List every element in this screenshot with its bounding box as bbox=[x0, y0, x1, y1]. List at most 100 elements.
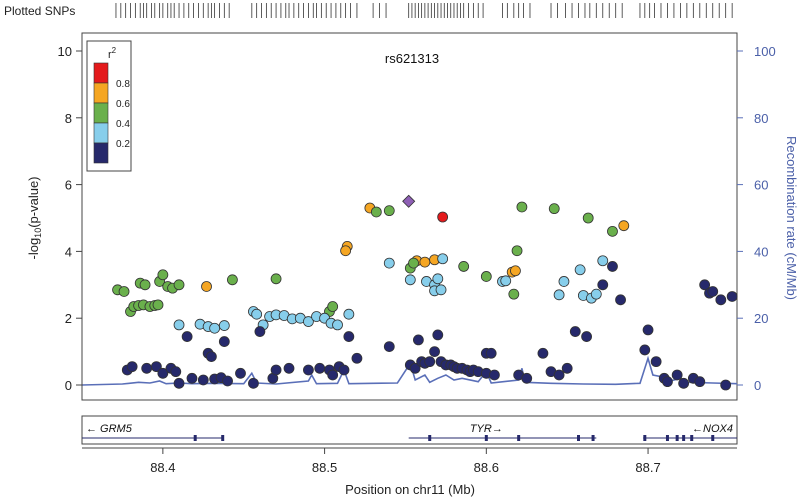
snp-point bbox=[662, 376, 673, 388]
snp-point bbox=[485, 347, 497, 359]
legend-label: 0.4 bbox=[116, 119, 130, 130]
snp-point bbox=[582, 212, 594, 224]
snp-point bbox=[152, 299, 164, 311]
snp-point bbox=[173, 319, 185, 331]
y-tick-label-right: 60 bbox=[754, 178, 768, 193]
snp-point bbox=[607, 225, 618, 237]
snp-point bbox=[303, 364, 314, 376]
snp-point bbox=[248, 377, 259, 389]
snp-point bbox=[581, 331, 592, 342]
snp-point bbox=[170, 366, 182, 378]
x-tick-label: 88.6 bbox=[474, 460, 499, 475]
snp-point bbox=[699, 279, 711, 291]
y-tick-label-left: 8 bbox=[65, 111, 72, 126]
snp-point bbox=[639, 344, 651, 356]
snp-point bbox=[412, 334, 424, 346]
legend-swatch bbox=[93, 102, 109, 124]
snp-point bbox=[157, 269, 169, 281]
right-axis-ticks: 0 20 40 60 80 100 bbox=[737, 44, 776, 393]
snp-point bbox=[424, 356, 436, 368]
x-axis-label: Position on chr11 (Mb) bbox=[345, 482, 475, 497]
x-tick-label: 88.5 bbox=[312, 460, 337, 475]
gene-exon bbox=[484, 435, 488, 441]
snp-point bbox=[235, 367, 246, 379]
snp-point bbox=[726, 291, 738, 302]
gene-exon bbox=[428, 435, 432, 441]
snp-point bbox=[186, 372, 198, 384]
snp-point bbox=[650, 356, 662, 368]
snp-point bbox=[607, 261, 618, 272]
snp-point bbox=[618, 220, 630, 232]
snp-point bbox=[489, 369, 500, 381]
snp-point bbox=[338, 364, 350, 376]
y-tick-label-left: 4 bbox=[65, 244, 72, 259]
snp-point bbox=[370, 206, 382, 218]
gene-label: ← GRM5 bbox=[86, 423, 133, 435]
snp-point bbox=[569, 326, 581, 337]
snp-point bbox=[678, 377, 690, 389]
snp-point bbox=[383, 205, 395, 217]
snp-point bbox=[383, 257, 395, 269]
snp-point bbox=[314, 362, 326, 374]
gene-exon bbox=[517, 435, 521, 441]
gene-exon bbox=[675, 435, 679, 441]
snp-point bbox=[150, 361, 162, 373]
legend-swatch bbox=[93, 82, 109, 104]
x-tick-label: 88.4 bbox=[150, 460, 175, 475]
legend-label: 0.6 bbox=[116, 99, 130, 110]
snp-point bbox=[173, 279, 185, 291]
snp-point bbox=[205, 351, 217, 363]
gene-exon bbox=[643, 435, 647, 441]
snp-point bbox=[118, 286, 130, 297]
snp-point bbox=[597, 255, 609, 267]
snp-point bbox=[720, 379, 732, 391]
snp-point bbox=[327, 369, 339, 381]
gene-exon bbox=[711, 435, 715, 441]
snp-point bbox=[516, 201, 528, 213]
snp-point bbox=[671, 369, 683, 381]
snp-point bbox=[508, 288, 520, 300]
snp-point bbox=[537, 347, 549, 359]
snp-point bbox=[327, 301, 339, 312]
snp-point bbox=[157, 367, 169, 379]
gene-exon bbox=[591, 435, 595, 441]
y-tick-label-right: 0 bbox=[754, 378, 761, 393]
legend-swatch bbox=[93, 62, 109, 84]
snp-point bbox=[227, 274, 238, 286]
gene-track: ← GRM5 TYR→ ←NOX4 bbox=[82, 423, 737, 441]
y-axis-label-left: -log10(p-value) bbox=[26, 177, 43, 260]
gene-label: TYR→ bbox=[470, 423, 503, 435]
gene-exon bbox=[690, 435, 694, 441]
y-tick-label-left: 10 bbox=[58, 44, 72, 59]
x-axis-ticks: 88.4 88.5 88.6 88.7 bbox=[150, 448, 661, 475]
snp-point bbox=[270, 273, 282, 285]
x-tick-label: 88.7 bbox=[635, 460, 660, 475]
snp-point bbox=[642, 324, 654, 336]
left-axis-ticks: 0 2 4 6 8 10 bbox=[58, 33, 83, 400]
snp-point bbox=[332, 319, 343, 331]
snp-point bbox=[553, 289, 565, 301]
y-tick-label-right: 80 bbox=[754, 111, 768, 126]
snp-point bbox=[209, 322, 221, 334]
snp-point bbox=[561, 362, 573, 374]
y-tick-label-right: 20 bbox=[754, 311, 768, 326]
lead-snp-diamond bbox=[402, 194, 416, 208]
y-tick-label-left: 2 bbox=[65, 311, 72, 326]
snp-point bbox=[343, 331, 355, 342]
snp-point bbox=[574, 264, 586, 276]
snp-point bbox=[141, 362, 153, 374]
snp-point bbox=[218, 336, 230, 347]
snp-point bbox=[432, 273, 444, 285]
snp-point bbox=[590, 288, 602, 300]
legend-label: 0.8 bbox=[116, 79, 130, 90]
snp-point bbox=[340, 245, 352, 257]
snp-point bbox=[303, 316, 314, 327]
snp-point bbox=[173, 377, 185, 389]
snp-point bbox=[409, 362, 421, 374]
snp-point bbox=[251, 308, 263, 320]
legend-swatch bbox=[93, 122, 109, 144]
snp-point bbox=[435, 284, 447, 296]
chart-title: rs621313 bbox=[385, 51, 439, 66]
snp-point bbox=[218, 320, 230, 331]
gene-label: ←NOX4 bbox=[692, 423, 733, 435]
